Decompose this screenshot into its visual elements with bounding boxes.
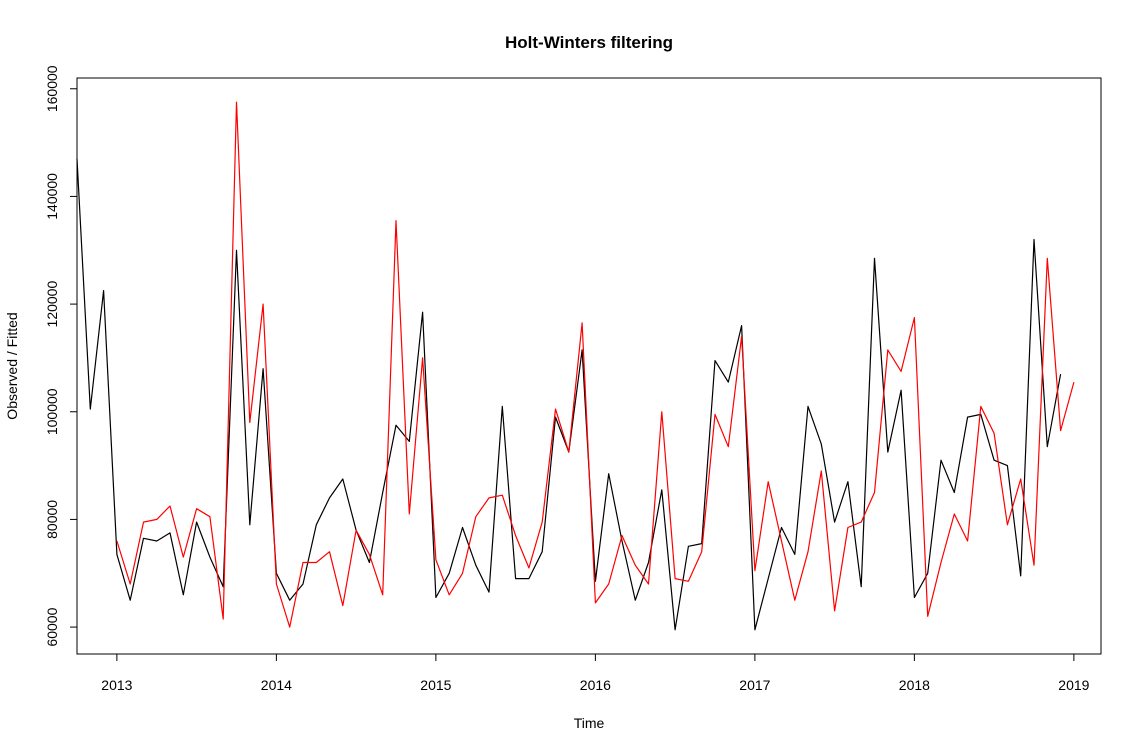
y-axis-label: Observed / Fitted (4, 312, 20, 419)
chart-title: Holt-Winters filtering (505, 33, 673, 52)
y-tick-label: 60000 (44, 607, 60, 646)
x-axis-label: Time (574, 715, 605, 731)
y-tick-label: 160000 (44, 65, 60, 112)
series-layer (76, 101, 1075, 631)
y-tick-label: 140000 (44, 173, 60, 220)
x-tick-label: 2017 (739, 677, 770, 693)
y-tick-label: 120000 (44, 281, 60, 328)
x-tick-label: 2015 (420, 677, 451, 693)
x-axis: 2013 2014 2015 2016 2017 2018 2019 (101, 653, 1090, 693)
x-tick-label: 2018 (899, 677, 930, 693)
x-tick-label: 2013 (101, 677, 132, 693)
y-tick-label: 80000 (44, 500, 60, 539)
x-tick-label: 2019 (1058, 677, 1089, 693)
plot-frame (76, 77, 1102, 655)
fitted-series-line (116, 101, 1075, 628)
x-tick-label: 2014 (261, 677, 292, 693)
y-axis: 60000 80000 100000 120000 140000 160000 (44, 65, 78, 647)
y-tick-label: 100000 (44, 388, 60, 435)
x-tick-label: 2016 (580, 677, 611, 693)
